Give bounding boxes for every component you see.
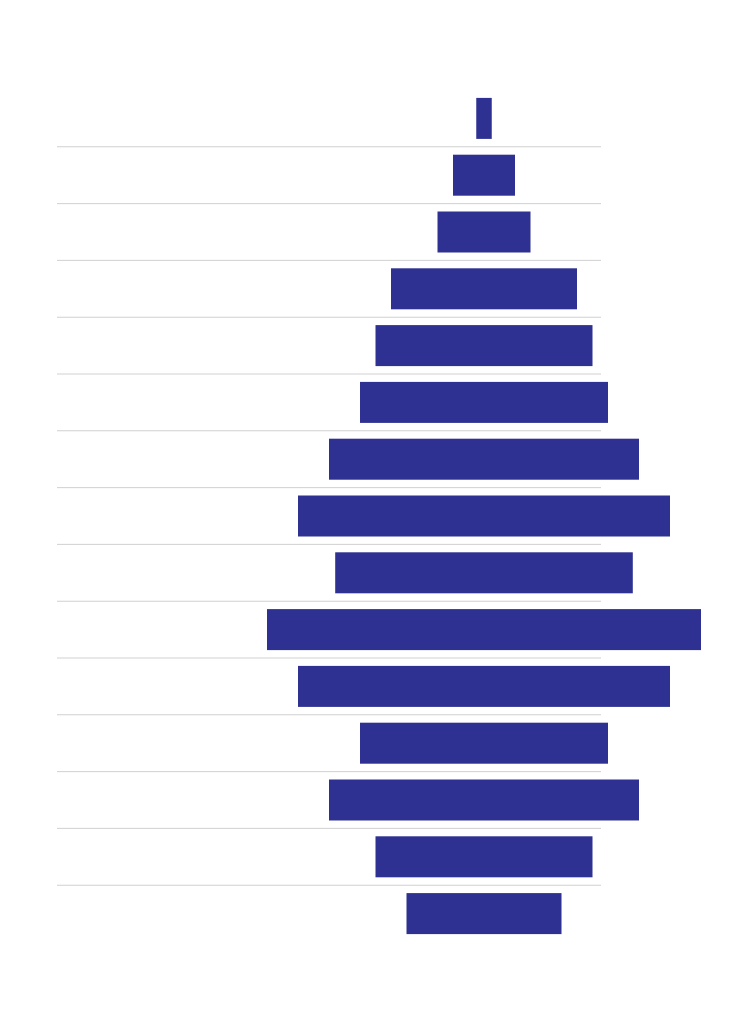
funnel-bar — [335, 552, 633, 594]
funnel-bar — [298, 665, 670, 707]
funnel-bar — [375, 836, 593, 878]
funnel-bar — [437, 211, 531, 253]
funnel-bar — [406, 893, 562, 935]
funnel-bar — [476, 97, 492, 139]
funnel-bar — [329, 779, 639, 821]
funnel-bar — [298, 495, 670, 537]
funnel-bar — [453, 154, 515, 196]
funnel-bar — [360, 381, 608, 423]
funnel-bar — [375, 325, 593, 367]
funnel-bar — [360, 722, 608, 764]
funnel-bar — [267, 609, 701, 651]
funnel-bar — [391, 268, 577, 310]
funnel-bar — [329, 438, 639, 480]
